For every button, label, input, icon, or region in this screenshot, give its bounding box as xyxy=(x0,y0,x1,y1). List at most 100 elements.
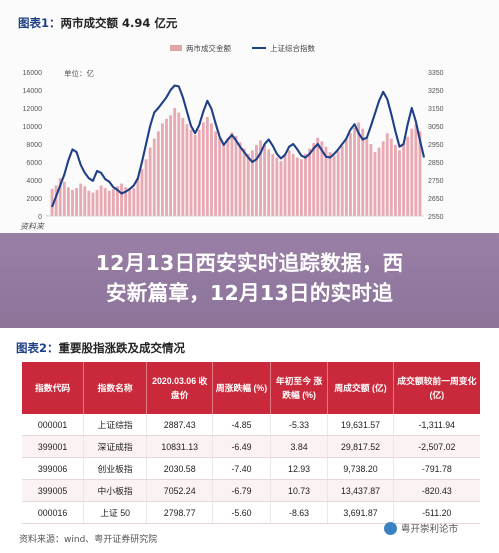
turnover-bar xyxy=(99,185,103,216)
turnover-bar xyxy=(66,187,70,216)
turnover-bar xyxy=(214,131,217,216)
turnover-bar xyxy=(398,150,401,216)
table-cell: 10.73 xyxy=(270,479,329,502)
figure2-title-lead: 图表2： xyxy=(16,341,59,355)
turnover-bar xyxy=(222,143,226,216)
turnover-bar xyxy=(54,185,58,216)
right-axis-tick: 3150 xyxy=(428,106,444,113)
turnover-index-chart: 两市成交金额 上证综合指数 单位：亿 16000 14000 12000 10000 8… xyxy=(20,43,444,231)
table-cell: 创业板指 xyxy=(83,457,148,480)
figure1-title-text: 两市成交额 4.94 亿元 xyxy=(60,16,178,30)
turnover-bar xyxy=(381,141,385,216)
turnover-bar xyxy=(181,117,185,216)
table-cell: 000001 xyxy=(22,414,85,436)
turnover-bar xyxy=(230,132,234,216)
table-cell: 10831.13 xyxy=(146,435,214,458)
table-header-row: 指数代码 指数名称 2020.03.06 收盘价 周涨跌幅 (%) 年初至今 涨… xyxy=(22,362,480,414)
turnover-bar xyxy=(148,147,152,216)
left-axis-tick: 8000 xyxy=(26,142,42,149)
turnover-bar xyxy=(152,138,156,216)
legend-bars-label: 两市成交金额 xyxy=(186,43,231,53)
turnover-bar xyxy=(332,155,336,216)
right-axis-tick: 2750 xyxy=(428,178,444,185)
table-cell: -791.78 xyxy=(393,457,480,480)
turnover-bar xyxy=(246,153,250,216)
column-header: 年初至今 涨跌幅 (%) xyxy=(270,362,329,414)
turnover-bar xyxy=(320,141,324,216)
turnover-bar xyxy=(116,186,119,216)
figure2-source: 资料来源：wind、粤开证券研究院 xyxy=(19,535,158,545)
table-cell: -8.63 xyxy=(270,501,329,524)
turnover-bar xyxy=(373,152,377,216)
column-header: 指数名称 xyxy=(83,362,148,414)
turnover-bar xyxy=(275,157,279,216)
turnover-bar xyxy=(369,144,373,216)
column-header: 2020.03.06 收盘价 xyxy=(146,362,214,414)
turnover-bar xyxy=(365,136,369,216)
watermark-text: 粤开崇利论市 xyxy=(401,524,459,535)
table-cell: 399001 xyxy=(22,435,85,458)
left-axis-tick: 0 xyxy=(38,214,42,221)
turnover-bar xyxy=(291,153,295,216)
table-cell: -6.79 xyxy=(212,479,271,502)
column-header: 指数代码 xyxy=(22,362,85,414)
chart-legend: 两市成交金额 上证综合指数 xyxy=(170,43,315,53)
turnover-bar xyxy=(50,189,54,216)
table-cell: -7.40 xyxy=(212,457,271,480)
right-axis-tick: 3250 xyxy=(428,88,444,95)
turnover-bar xyxy=(418,131,422,216)
legend-bars-swatch xyxy=(170,45,182,51)
turnover-bars xyxy=(50,108,422,216)
table-cell: 29,817.52 xyxy=(327,435,394,458)
turnover-bar xyxy=(193,135,197,216)
turnover-bar xyxy=(283,154,287,216)
turnover-bar xyxy=(357,122,361,216)
table-cell: 399006 xyxy=(22,457,85,480)
turnover-bar xyxy=(103,188,107,216)
turnover-bar xyxy=(79,183,83,216)
table-cell: 399005 xyxy=(22,479,85,502)
turnover-bar xyxy=(62,181,66,216)
turnover-bar xyxy=(361,128,365,216)
table-cell: 2030.58 xyxy=(146,457,214,480)
table-row: 000016 上证 50 2798.77 -5.60 -8.63 3,691.8… xyxy=(22,501,480,524)
turnover-bar xyxy=(87,190,91,216)
turnover-bar xyxy=(156,131,160,216)
column-header: 成交额较前一周变化 (亿) xyxy=(393,362,480,414)
turnover-bar xyxy=(410,128,414,216)
column-header: 周涨跌幅 (%) xyxy=(212,362,271,414)
index-line xyxy=(51,84,426,208)
watermark: 粤开崇利论市 xyxy=(384,521,458,535)
turnover-bar xyxy=(128,189,132,216)
column-header: 周成交额 (亿) xyxy=(327,362,394,414)
table-cell: 7052.24 xyxy=(146,479,214,502)
table-cell: 000016 xyxy=(22,501,85,524)
turnover-bar xyxy=(389,138,393,216)
turnover-bar xyxy=(377,147,381,216)
headline-banner xyxy=(0,233,499,328)
turnover-bar xyxy=(136,178,140,216)
table-cell: 上证 50 xyxy=(83,501,148,524)
turnover-bar xyxy=(140,169,144,216)
headline: 12月13日西安实时追踪数据，西 安新篇章，12月13日的实时追 xyxy=(0,248,499,308)
left-axis-tick: 12000 xyxy=(23,106,43,113)
right-axis: 3350 3250 3150 3050 2950 2850 2750 2650 2550 xyxy=(428,70,444,221)
turnover-bar xyxy=(185,124,189,216)
turnover-bar xyxy=(255,144,258,216)
left-axis-tick: 6000 xyxy=(26,160,42,167)
right-axis-tick: 2850 xyxy=(428,160,444,167)
table-cell: -5.33 xyxy=(270,414,329,436)
left-axis-tick: 14000 xyxy=(23,88,43,95)
turnover-bar xyxy=(263,144,267,216)
turnover-bar xyxy=(71,189,74,216)
table-cell: 2798.77 xyxy=(146,501,214,524)
turnover-bar xyxy=(160,123,164,216)
turnover-bar xyxy=(124,187,128,216)
turnover-bar xyxy=(197,129,201,216)
turnover-bar xyxy=(328,152,332,216)
right-axis-tick: 3350 xyxy=(428,70,444,77)
figure1-source-partial: 资料来 xyxy=(20,222,45,231)
turnover-bar xyxy=(271,153,275,216)
unit-label: 单位：亿 xyxy=(64,68,94,78)
left-axis: 16000 14000 12000 10000 8000 6000 4000 2000 0 xyxy=(23,70,43,221)
